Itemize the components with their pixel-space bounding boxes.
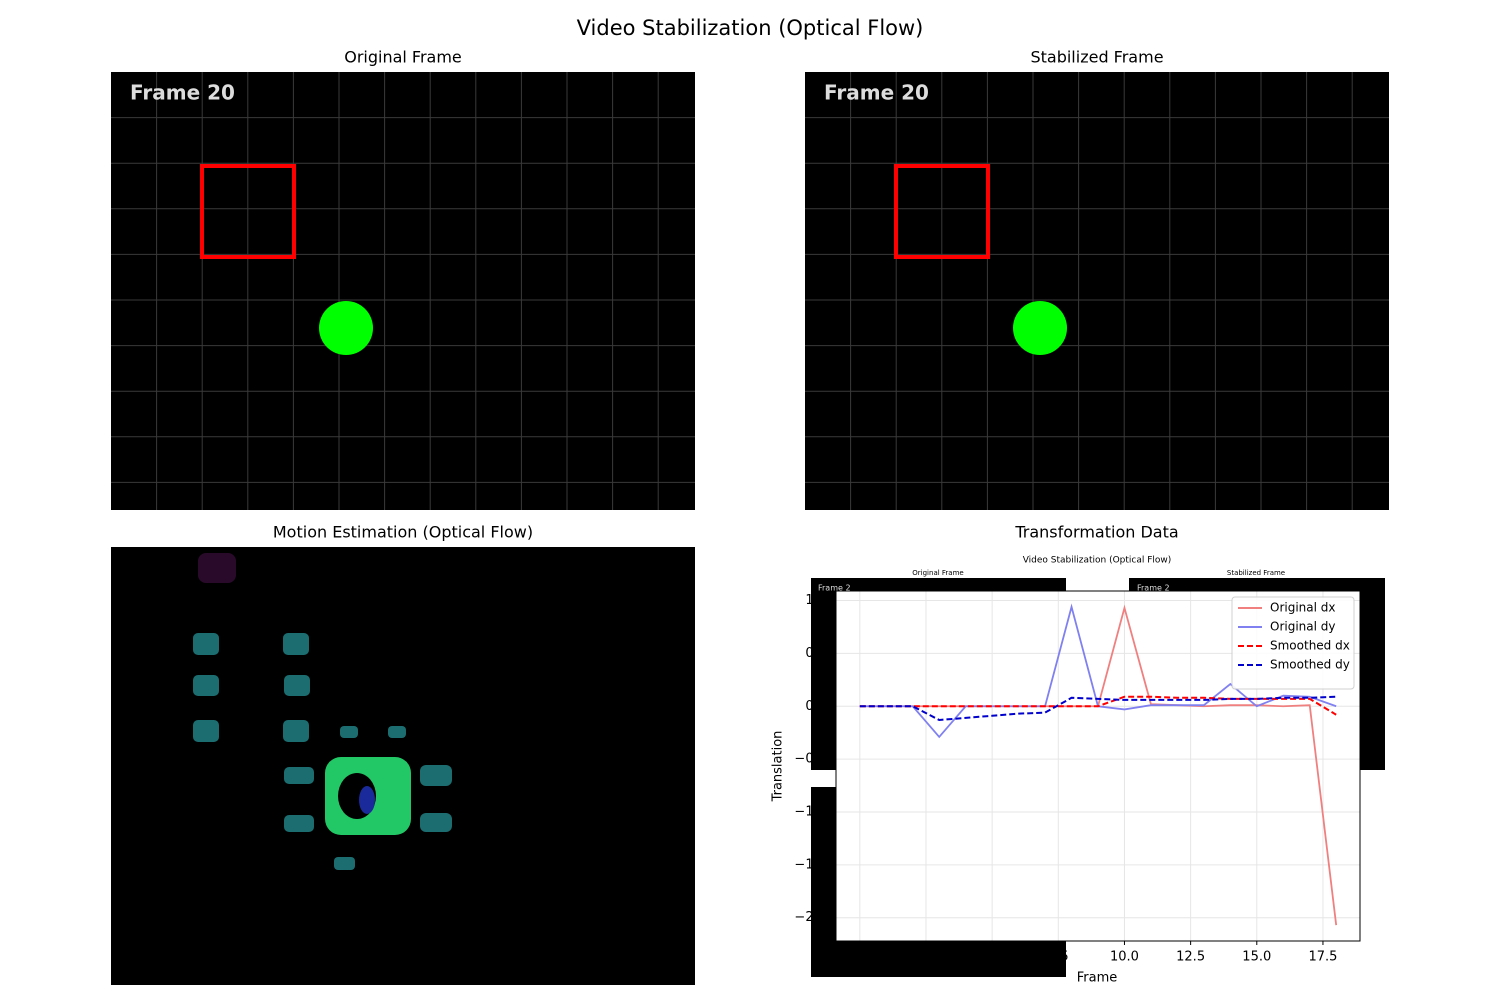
red-square [200, 164, 296, 259]
red-square [894, 164, 990, 259]
y-axis-label: Translation [771, 731, 786, 803]
series-line [859, 695, 1337, 716]
frame-label: Frame 20 [130, 81, 235, 105]
legend-label: Smoothed dx [1270, 639, 1350, 653]
figure-title: Video Stabilization (Optical Flow) [577, 16, 924, 40]
legend-box [1231, 596, 1355, 690]
x-tick-label: 17.5 [1308, 950, 1337, 965]
thumbnail-title: Video Stabilization (Optical Flow) [1023, 556, 1172, 566]
legend-label: Smoothed dy [1270, 658, 1350, 672]
axes-frame [835, 590, 1361, 942]
x-axis-label: Frame [1077, 971, 1118, 986]
panel-title: Original Frame [344, 48, 462, 67]
series-line [859, 695, 1337, 722]
panel-title: Motion Estimation (Optical Flow) [273, 523, 533, 542]
legend-label: Original dx [1270, 601, 1336, 615]
thumbnail-panel-title: Stabilized Frame [1227, 569, 1285, 577]
plot-area: Original dx Original dy Smoothed dx Smoothe… [835, 590, 1361, 942]
frame-image [111, 72, 695, 510]
green-circle [1013, 301, 1067, 355]
x-tick-label: 12.5 [1176, 950, 1205, 965]
thumbnail-frame-label: Frame 2 [1137, 584, 1170, 593]
chart-title: Transformation Data [1014, 523, 1178, 542]
thumbnail-panel-title: Original Frame [912, 569, 963, 577]
x-tick-label: 15.0 [1242, 950, 1271, 965]
thumbnail-frame-label: Frame 2 [818, 584, 851, 593]
panel-title: Stabilized Frame [1030, 48, 1163, 67]
green-circle [319, 301, 373, 355]
legend-label: Original dy [1270, 620, 1336, 634]
frame-image [805, 72, 1389, 510]
x-tick-label: 10.0 [1110, 950, 1139, 965]
flow-image [111, 547, 695, 985]
frame-label: Frame 20 [824, 81, 929, 105]
